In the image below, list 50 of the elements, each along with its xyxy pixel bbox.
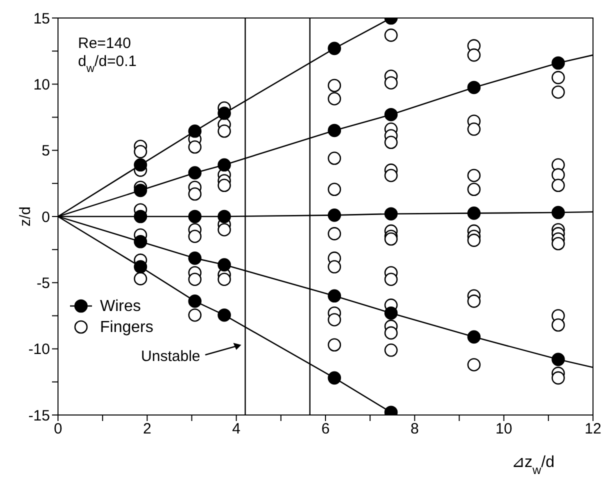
y-tick-label: 0 bbox=[42, 208, 50, 226]
x-tick-label: 6 bbox=[321, 420, 330, 438]
point bbox=[134, 158, 148, 172]
point bbox=[467, 206, 481, 220]
point bbox=[328, 42, 342, 56]
point bbox=[218, 158, 231, 172]
point bbox=[384, 207, 398, 221]
x-axis-title: ⊿z$_{w}$/d bbox=[511, 454, 555, 477]
point bbox=[328, 371, 342, 385]
point bbox=[218, 106, 231, 120]
point bbox=[188, 252, 202, 265]
annotation: Re=140 bbox=[78, 35, 131, 52]
point bbox=[134, 234, 148, 248]
x-tick-label: 8 bbox=[410, 420, 419, 438]
point bbox=[384, 108, 398, 122]
point bbox=[328, 124, 342, 138]
point bbox=[218, 258, 231, 272]
point bbox=[467, 80, 481, 94]
y-tick-label: 5 bbox=[42, 142, 50, 160]
x-tick-label: 2 bbox=[142, 420, 152, 438]
annotation: d$_{w}$/d=0.1 bbox=[78, 53, 137, 75]
point bbox=[384, 306, 398, 320]
point bbox=[218, 308, 231, 322]
legend-label: Wires bbox=[100, 296, 141, 317]
point bbox=[188, 294, 202, 308]
point bbox=[328, 208, 342, 222]
y-tick-label: -15 bbox=[28, 407, 50, 424]
point bbox=[188, 166, 202, 180]
point bbox=[134, 260, 148, 274]
point bbox=[552, 352, 565, 366]
x-tick-label: 4 bbox=[232, 420, 241, 438]
point bbox=[134, 210, 148, 224]
y-axis-title: z/d bbox=[17, 206, 34, 227]
y-tick-label: -5 bbox=[36, 274, 50, 292]
y-tick-label: 15 bbox=[33, 10, 50, 28]
point bbox=[552, 56, 565, 70]
y-tick-label: -10 bbox=[28, 341, 50, 358]
x-tick-label: 0 bbox=[54, 420, 62, 438]
point bbox=[188, 210, 202, 224]
annotation: Unstable bbox=[141, 348, 200, 365]
point bbox=[552, 206, 565, 220]
y-tick-label: 10 bbox=[33, 76, 50, 94]
point bbox=[467, 330, 481, 344]
point bbox=[134, 184, 148, 198]
point bbox=[218, 210, 231, 224]
point bbox=[328, 289, 342, 303]
x-tick-label: 12 bbox=[584, 420, 602, 438]
x-tick-label: 10 bbox=[495, 420, 512, 438]
legend-label: Fingers bbox=[100, 318, 154, 338]
point bbox=[188, 124, 202, 138]
